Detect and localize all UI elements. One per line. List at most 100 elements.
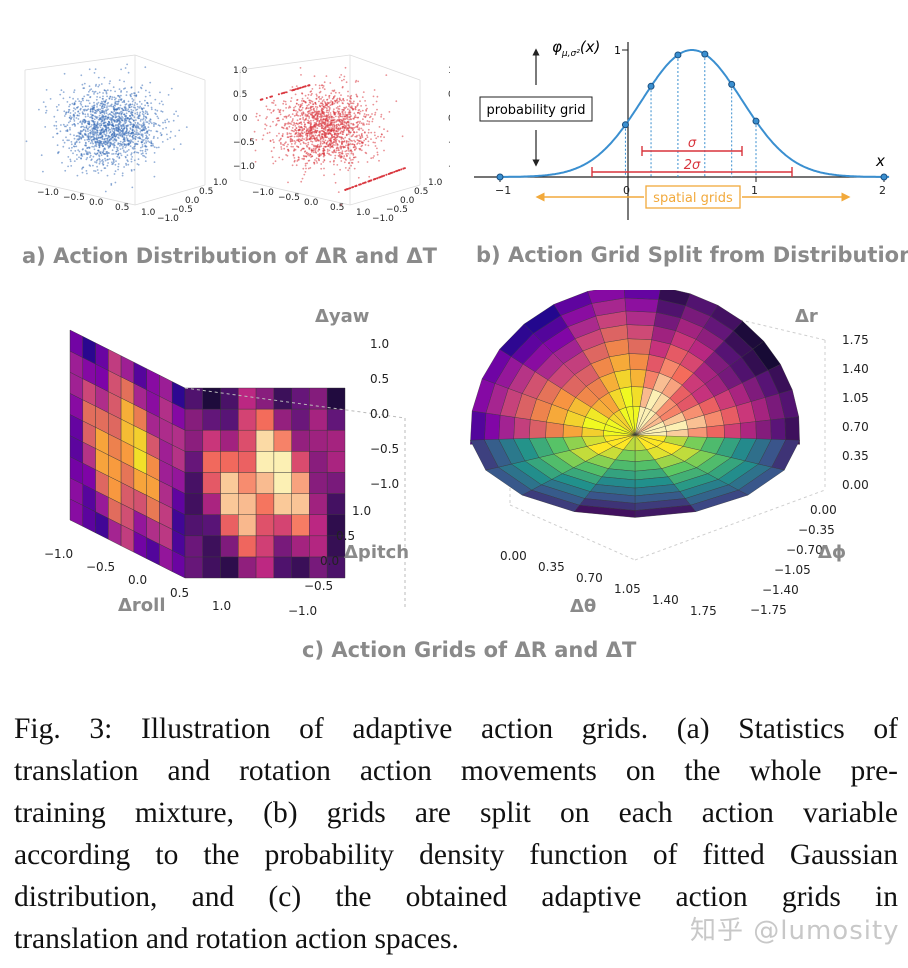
y-tick-label: −1.0 <box>372 214 394 224</box>
caption-line: Fig. 3: Illustration of adaptive action … <box>14 713 898 745</box>
panel-c-caption: c) Action Grids of ΔR and ΔT <box>302 638 637 662</box>
x-tick-label: 0 <box>623 184 630 197</box>
sigma-bracket <box>591 146 793 177</box>
scatter-plot-delta-r: 1.00.50.0−0.5−1.0−1.0 −0.5 0.0 0.5 1.01.00.5… <box>24 54 255 224</box>
x-tick-label: −1 <box>495 184 511 197</box>
x-tick-label: 0.0 <box>89 198 104 208</box>
x-tick-label: 2 <box>879 184 886 197</box>
caption-line: distribution, and (c) the obtained adapt… <box>14 881 898 913</box>
sphere-z-tick: 0.35 <box>842 449 869 463</box>
watermark: 知乎 @lumosity <box>690 916 900 946</box>
z-tick-label: −0.5 <box>448 138 450 148</box>
y-tick-1: 1 <box>614 44 621 57</box>
y-tick-label: 1.0 <box>213 178 228 188</box>
y-tick-label: −1.0 <box>157 214 179 224</box>
x-tick-label: 0.0 <box>304 198 319 208</box>
cube-x-tick: −1.0 <box>44 547 73 561</box>
x-tick-label: 1.0 <box>141 208 156 218</box>
sphere-x-axis-label: Δθ <box>570 596 596 617</box>
panel-c-sphere-grid: 1.75 1.40 1.05 0.70 0.35 0.00 0.00 0.35 0.70 1.05… <box>470 290 869 618</box>
x-tick-label: 1 <box>751 184 758 197</box>
y-tick-label: 1.0 <box>428 178 443 188</box>
z-tick-label: −1.0 <box>233 162 255 172</box>
sphere-z-tick: 1.05 <box>842 391 869 405</box>
panel-b-caption: b) Action Grid Split from Distribution <box>476 243 908 267</box>
z-tick-label: 1.0 <box>448 66 450 76</box>
grid-split-point <box>701 50 709 58</box>
cube-x-tick: 0.0 <box>128 573 147 587</box>
probability-grid-label: probability grid <box>487 103 586 118</box>
sphere-x-tick: 0.70 <box>576 571 603 585</box>
x-tick-label: 0.5 <box>115 203 129 213</box>
x-tick-label: −0.5 <box>278 193 300 203</box>
cube-x-tick: −0.5 <box>86 560 115 574</box>
z-tick-label: −0.5 <box>233 138 255 148</box>
sphere-y-tick: −0.35 <box>798 523 835 537</box>
panel-b-gaussian-grid: 1 φμ,σ²(x) x −1 0 1 2 probability grid σ 2σ… <box>474 38 890 220</box>
cube-z-tick: 0.0 <box>370 407 389 421</box>
cube-back-wall-grid <box>184 387 346 579</box>
y-tick-label: 0.5 <box>199 187 213 197</box>
caption-line: according to the probability density fun… <box>14 839 898 871</box>
sphere-x-tick: 0.35 <box>538 560 565 574</box>
cube-x-tick: 0.5 <box>170 586 189 600</box>
scatter-plot-delta-t: 1.00.50.0−0.5−1.0−1.0−0.50.00.51.01.00.5… <box>239 54 450 224</box>
sphere-sector-surfaces <box>470 290 800 518</box>
sphere-z-axis-label: Δr <box>795 306 818 327</box>
cube-y-tick: −1.0 <box>288 604 317 618</box>
cube-z-tick: −0.5 <box>370 442 399 456</box>
cube-z-tick: 1.0 <box>370 337 389 351</box>
figure-caption: Fig. 3: Illustration of adaptive action … <box>14 708 898 960</box>
cube-y-tick: 1.0 <box>352 504 371 518</box>
sphere-y-tick: −0.70 <box>786 543 823 557</box>
cube-x-axis-label: Δroll <box>118 595 166 616</box>
cube-z-tick: 0.5 <box>370 372 389 386</box>
x-tick-label: −1.0 <box>252 188 274 198</box>
grid-split-point <box>621 121 629 129</box>
panel-a-scatter-plots: 1.00.50.0−0.5−1.0−1.0 −0.5 0.0 0.5 1.01.00.5… <box>24 54 450 224</box>
sphere-x-tick: 1.75 <box>690 604 717 618</box>
sphere-y-tick: 0.00 <box>810 503 837 517</box>
caption-line: translation and rotation action movement… <box>14 755 898 787</box>
cube-z-axis-label: Δyaw <box>315 306 369 327</box>
spatial-grids-label: spatial grids <box>653 191 733 206</box>
y-tick-label: −0.5 <box>171 205 193 215</box>
x-tick-label: −0.5 <box>63 193 85 203</box>
cube-y-tick: −0.5 <box>304 579 333 593</box>
grid-split-point <box>674 51 682 59</box>
sphere-x-tick: 1.05 <box>614 582 641 596</box>
sphere-z-tick: 1.40 <box>842 362 869 376</box>
grid-split-point <box>647 82 655 90</box>
caption-line: translation and rotation action spaces. <box>14 923 459 955</box>
panel-a-caption: a) Action Distribution of ΔR and ΔT <box>22 244 437 268</box>
x-tick-label: −1.0 <box>37 188 59 198</box>
x-axis-label: x <box>875 152 885 170</box>
sphere-y-tick: −1.40 <box>762 583 799 597</box>
sphere-y-axis-label: Δϕ <box>818 542 846 563</box>
y-tick-label: 0.5 <box>414 187 428 197</box>
sphere-x-tick: 1.40 <box>652 593 679 607</box>
cube-y-tick: 0.5 <box>336 529 355 543</box>
panel-c-cube-grid: 1.0 0.5 0.0 −0.5 −1.0 −1.0 −0.5 0.0 0.5 1.0 1.0 0.5… <box>44 306 409 618</box>
x-tick-label: 0.5 <box>330 203 344 213</box>
sphere-z-tick: 0.70 <box>842 420 869 434</box>
grid-split-point <box>728 80 736 88</box>
sphere-y-tick: −1.75 <box>750 603 787 617</box>
z-tick-label: −1.0 <box>448 162 450 172</box>
sphere-z-tick: 0.00 <box>842 478 869 492</box>
two-sigma-label: 2σ <box>684 158 701 173</box>
y-tick-label: −0.5 <box>386 205 408 215</box>
grid-split-point <box>752 117 760 125</box>
spatial-grids-box <box>645 185 741 209</box>
z-tick-label: 0.5 <box>448 90 450 100</box>
sphere-y-tick: −1.05 <box>774 563 811 577</box>
y-tick-label: 0.0 <box>185 196 200 206</box>
sigma-label: σ <box>688 136 697 151</box>
cube-y-tick: 0.0 <box>320 554 339 568</box>
function-label: φμ,σ²(x) <box>552 38 600 59</box>
x-tick-label: 1.0 <box>356 208 371 218</box>
cube-z-tick: −1.0 <box>370 477 399 491</box>
cube-y-axis-label: Δpitch <box>344 542 409 563</box>
cube-x-tick: 1.0 <box>212 599 231 613</box>
z-tick-label: 0.0 <box>448 114 450 124</box>
